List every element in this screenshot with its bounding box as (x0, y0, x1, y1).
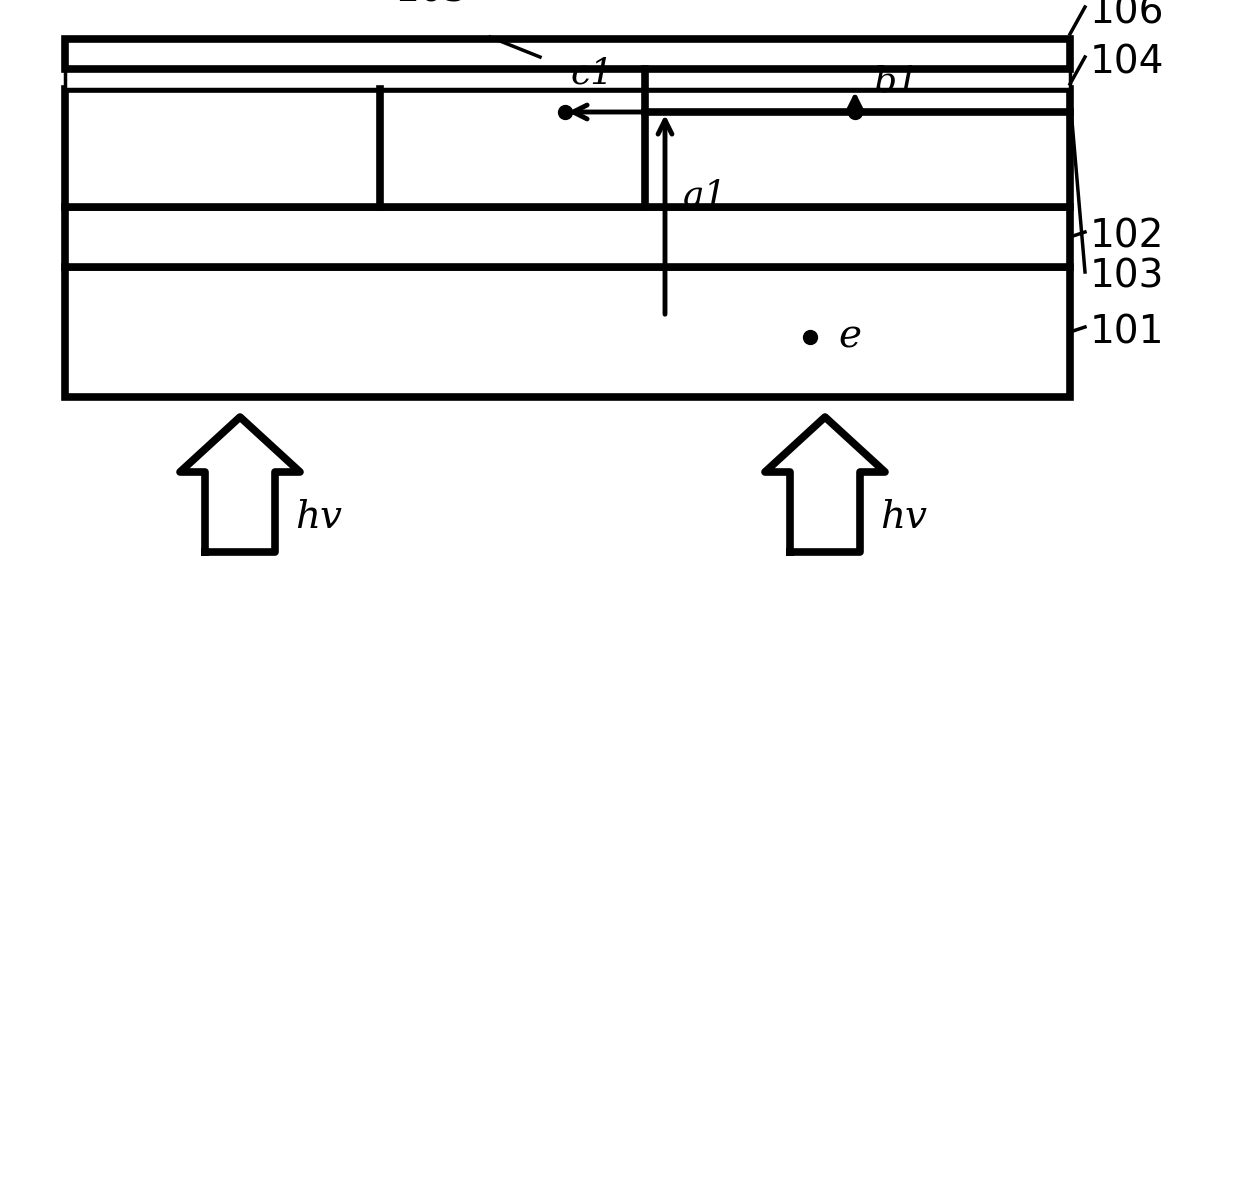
Polygon shape (765, 417, 885, 552)
Text: 105: 105 (396, 0, 469, 9)
FancyBboxPatch shape (64, 207, 1070, 267)
Text: c1: c1 (570, 56, 614, 89)
Text: hv: hv (295, 499, 342, 536)
FancyBboxPatch shape (64, 69, 1070, 89)
FancyBboxPatch shape (64, 89, 1070, 207)
Text: 101: 101 (1090, 313, 1164, 351)
Text: a1: a1 (683, 178, 728, 212)
Text: hv: hv (880, 499, 928, 536)
FancyBboxPatch shape (64, 267, 1070, 397)
Text: b1: b1 (873, 64, 919, 98)
Text: 104: 104 (1090, 44, 1164, 81)
Polygon shape (180, 417, 300, 552)
Text: 102: 102 (1090, 218, 1164, 257)
FancyBboxPatch shape (64, 39, 1070, 69)
Text: e: e (838, 319, 861, 355)
Text: 103: 103 (1090, 258, 1164, 295)
Text: 106: 106 (1090, 0, 1164, 31)
